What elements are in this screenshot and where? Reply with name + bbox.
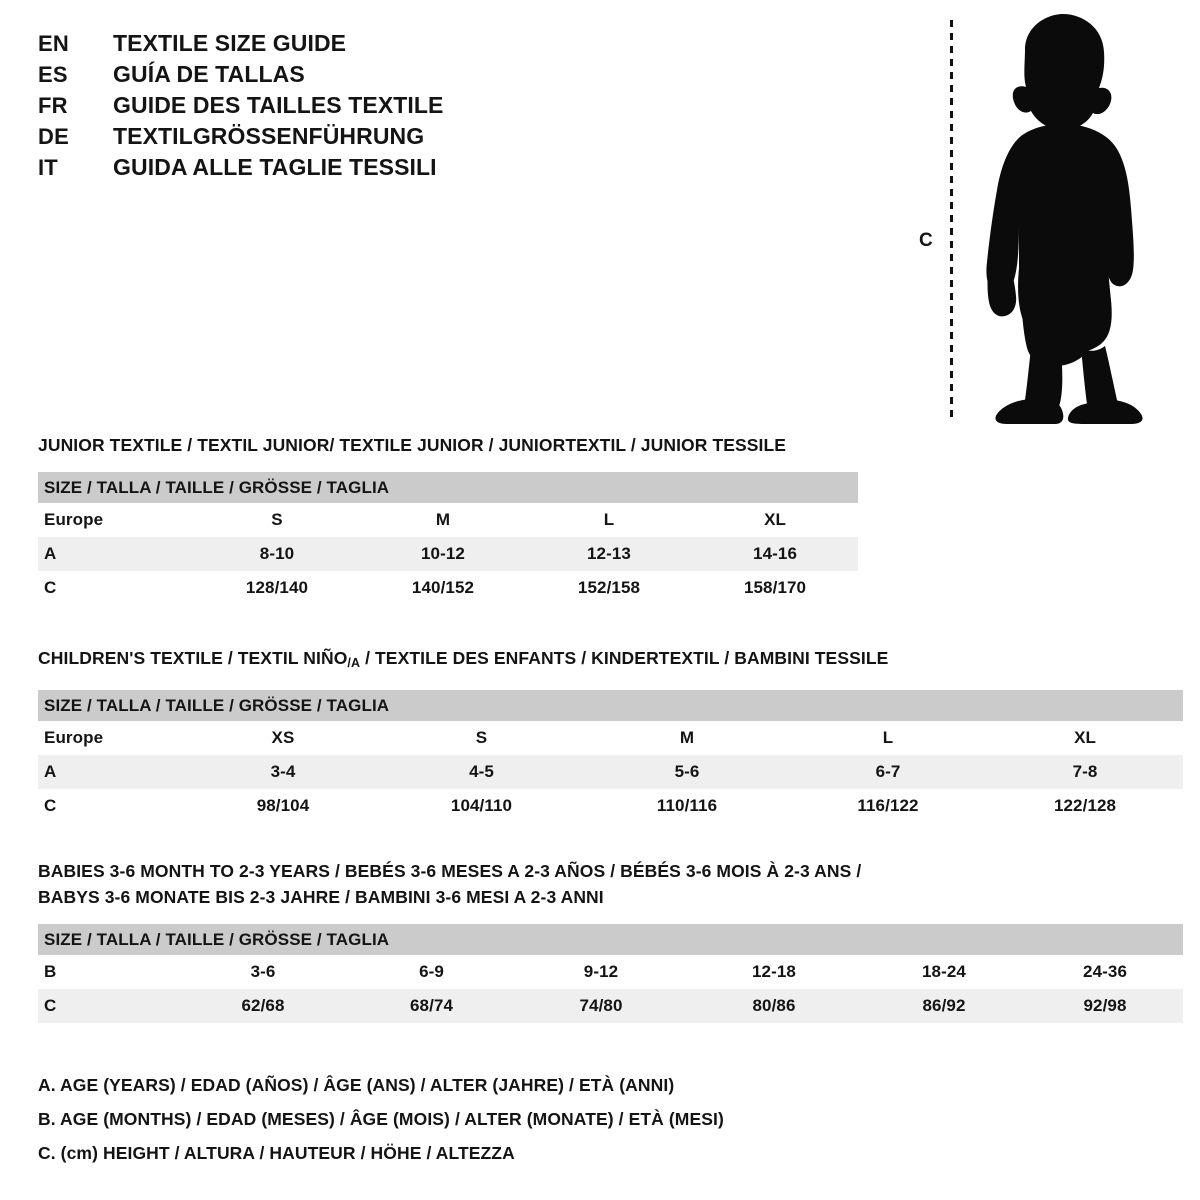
- babies-band-header-row: SIZE / TALLA / TAILLE / GRÖSSE / TAGLIA: [38, 924, 1184, 955]
- language-code-de: DE: [38, 124, 69, 149]
- babies-c-col-4: 80/86: [687, 989, 861, 1023]
- language-code-es: ES: [38, 62, 68, 87]
- language-row-es: ES GUÍA DE TALLAS: [38, 61, 598, 92]
- babies-b-col-4: 12-18: [687, 955, 861, 989]
- table-row: C 62/68 68/74 74/80 80/86 86/92 92/98: [38, 989, 1184, 1023]
- language-title-es: GUÍA DE TALLAS: [113, 61, 305, 87]
- legend-line-a: A. AGE (YEARS) / EDAD (AÑOS) / ÂGE (ANS)…: [38, 1075, 675, 1095]
- junior-row-label-europe: Europe: [38, 503, 194, 537]
- children-europe-col-4: L: [789, 721, 987, 755]
- children-c-col-2: 104/110: [378, 789, 585, 823]
- children-size-table: SIZE / TALLA / TAILLE / GRÖSSE / TAGLIA …: [38, 690, 1184, 823]
- junior-size-table: SIZE / TALLA / TAILLE / GRÖSSE / TAGLIA …: [38, 472, 859, 605]
- height-measurement-figure: C: [905, 12, 1195, 432]
- junior-a-col-3: 12-13: [526, 537, 692, 571]
- height-dashed-line: [950, 20, 953, 422]
- table-row: Europe XS S M L XL: [38, 721, 1184, 755]
- language-title-en: TEXTILE SIZE GUIDE: [113, 30, 347, 56]
- junior-europe-col-3: L: [526, 503, 692, 537]
- table-row: A 8-10 10-12 12-13 14-16: [38, 537, 859, 571]
- language-title-de: TEXTILGRÖSSENFÜHRUNG: [113, 123, 425, 149]
- section-babies-textile: BABIES 3-6 MONTH TO 2-3 YEARS / BEBÉS 3-…: [38, 858, 1184, 1023]
- babies-c-col-1: 62/68: [178, 989, 348, 1023]
- children-a-col-2: 4-5: [378, 755, 585, 789]
- babies-row-label-c: C: [38, 989, 178, 1023]
- section-title-children: CHILDREN'S TEXTILE / TEXTIL NIÑO/A / TEX…: [38, 645, 1183, 676]
- children-row-label-europe: Europe: [38, 721, 188, 755]
- section-title-children-rest: / TEXTILE DES ENFANTS / KINDERTEXTIL / B…: [360, 648, 889, 668]
- table-row: A 3-4 4-5 5-6 6-7 7-8: [38, 755, 1184, 789]
- children-c-col-4: 116/122: [789, 789, 987, 823]
- language-title-it: GUIDA ALLE TAGLIE TESSILI: [113, 154, 437, 180]
- section-title-junior: JUNIOR TEXTILE / TEXTIL JUNIOR/ TEXTILE …: [38, 435, 787, 455]
- junior-europe-col-2: M: [360, 503, 526, 537]
- section-title-babies-line1: BABIES 3-6 MONTH TO 2-3 YEARS / BEBÉS 3-…: [38, 861, 862, 881]
- babies-row-label-b: B: [38, 955, 178, 989]
- table-row: B 3-6 6-9 9-12 12-18 18-24 24-36: [38, 955, 1184, 989]
- language-row-en: EN TEXTILE SIZE GUIDE: [38, 30, 598, 61]
- junior-row-label-c: C: [38, 571, 194, 605]
- children-band-header-row: SIZE / TALLA / TAILLE / GRÖSSE / TAGLIA: [38, 690, 1184, 721]
- children-europe-col-3: M: [585, 721, 789, 755]
- children-c-col-5: 122/128: [987, 789, 1184, 823]
- babies-b-col-1: 3-6: [178, 955, 348, 989]
- junior-row-label-a: A: [38, 537, 194, 571]
- legend-line-c: C. (cm) HEIGHT / ALTURA / HAUTEUR / HÖHE…: [38, 1143, 515, 1163]
- measure-label-c: C: [919, 230, 933, 251]
- section-title-children-sub: /A: [347, 656, 361, 670]
- children-europe-col-1: XS: [188, 721, 378, 755]
- children-a-col-1: 3-4: [188, 755, 378, 789]
- section-childrens-textile: CHILDREN'S TEXTILE / TEXTIL NIÑO/A / TEX…: [38, 645, 1184, 823]
- babies-b-col-2: 6-9: [348, 955, 515, 989]
- junior-a-col-4: 14-16: [692, 537, 859, 571]
- children-band-label: SIZE / TALLA / TAILLE / GRÖSSE / TAGLIA: [38, 690, 1184, 721]
- language-row-it: IT GUIDA ALLE TAGLIE TESSILI: [38, 154, 598, 185]
- language-title-fr: GUIDE DES TAILLES TEXTILE: [113, 92, 444, 118]
- babies-b-col-3: 9-12: [515, 955, 687, 989]
- children-a-col-3: 5-6: [585, 755, 789, 789]
- table-row: C 98/104 104/110 110/116 116/122 122/128: [38, 789, 1184, 823]
- children-row-label-a: A: [38, 755, 188, 789]
- junior-band-label: SIZE / TALLA / TAILLE / GRÖSSE / TAGLIA: [38, 472, 859, 503]
- babies-size-table: SIZE / TALLA / TAILLE / GRÖSSE / TAGLIA …: [38, 924, 1184, 1023]
- child-silhouette-icon: [986, 14, 1143, 424]
- junior-c-col-4: 158/170: [692, 571, 859, 605]
- babies-c-col-3: 74/80: [515, 989, 687, 1023]
- children-c-col-3: 110/116: [585, 789, 789, 823]
- babies-c-col-5: 86/92: [861, 989, 1027, 1023]
- section-title-children-main: CHILDREN'S TEXTILE / TEXTIL NIÑO: [38, 648, 348, 668]
- table-row: C 128/140 140/152 152/158 158/170: [38, 571, 859, 605]
- children-a-col-5: 7-8: [987, 755, 1184, 789]
- children-a-col-4: 6-7: [789, 755, 987, 789]
- babies-band-label: SIZE / TALLA / TAILLE / GRÖSSE / TAGLIA: [38, 924, 1184, 955]
- junior-band-header-row: SIZE / TALLA / TAILLE / GRÖSSE / TAGLIA: [38, 472, 859, 503]
- language-code-fr: FR: [38, 93, 68, 118]
- children-europe-col-5: XL: [987, 721, 1184, 755]
- junior-europe-col-4: XL: [692, 503, 859, 537]
- junior-a-col-1: 8-10: [194, 537, 360, 571]
- babies-b-col-6: 24-36: [1027, 955, 1184, 989]
- children-europe-col-2: S: [378, 721, 585, 755]
- babies-c-col-6: 92/98: [1027, 989, 1184, 1023]
- language-code-en: EN: [38, 31, 69, 56]
- section-junior-textile: JUNIOR TEXTILE / TEXTIL JUNIOR/ TEXTILE …: [38, 432, 859, 605]
- children-c-col-1: 98/104: [188, 789, 378, 823]
- legend-block: A. AGE (YEARS) / EDAD (AÑOS) / ÂGE (ANS)…: [38, 1068, 938, 1170]
- junior-a-col-2: 10-12: [360, 537, 526, 571]
- junior-c-col-2: 140/152: [360, 571, 526, 605]
- table-row: Europe S M L XL: [38, 503, 859, 537]
- legend-line-b: B. AGE (MONTHS) / EDAD (MESES) / ÂGE (MO…: [38, 1109, 724, 1129]
- babies-b-col-5: 18-24: [861, 955, 1027, 989]
- junior-c-col-3: 152/158: [526, 571, 692, 605]
- language-row-de: DE TEXTILGRÖSSENFÜHRUNG: [38, 123, 598, 154]
- children-row-label-c: C: [38, 789, 188, 823]
- language-row-fr: FR GUIDE DES TAILLES TEXTILE: [38, 92, 598, 123]
- language-header-block: EN TEXTILE SIZE GUIDE ES GUÍA DE TALLAS …: [38, 30, 598, 185]
- junior-europe-col-1: S: [194, 503, 360, 537]
- junior-c-col-1: 128/140: [194, 571, 360, 605]
- section-title-babies-line2: BABYS 3-6 MONATE BIS 2-3 JAHRE / BAMBINI…: [38, 887, 604, 907]
- language-code-it: IT: [38, 155, 58, 180]
- babies-c-col-2: 68/74: [348, 989, 515, 1023]
